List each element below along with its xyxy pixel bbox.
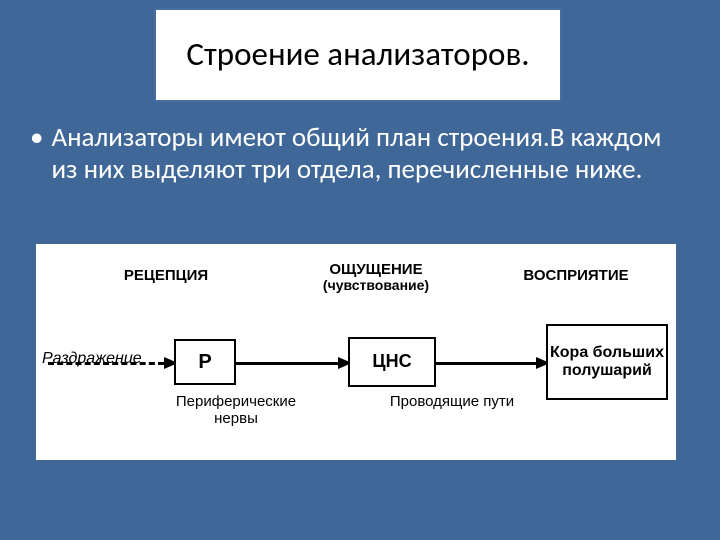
label-peripheral: Периферические нервы [156,394,316,427]
arrow-stimulus [48,362,164,365]
label-sensation-main: ОЩУЩЕНИЕ [329,261,422,278]
bullet-marker: • [30,122,43,187]
label-perception: ВОСПРИЯТИЕ [496,268,656,284]
label-sensation-sub: (чувствование) [323,277,429,293]
arrow-1 [236,362,338,365]
title-box: Строение анализаторов. [154,8,562,102]
diagram-area: РЕЦЕПЦИЯ ОЩУЩЕНИЕ (чувствование) ВОСПРИЯ… [36,244,676,460]
node-cns: ЦНС [348,337,436,387]
slide: Строение анализаторов. • Анализаторы име… [0,0,720,540]
label-conductive: Проводящие пути [372,394,532,411]
bullet-item: • Анализаторы имеют общий план строения.… [30,122,680,187]
arrow-2 [436,362,536,365]
label-stimulus: Раздражение [42,350,142,368]
label-reception: РЕЦЕПЦИЯ [86,268,246,284]
node-cortex: Кора больших полушарий [546,324,668,400]
node-receptor: Р [174,339,236,385]
label-sensation: ОЩУЩЕНИЕ (чувствование) [296,262,456,294]
bullet-text: Анализаторы имеют общий план строения.В … [51,122,680,187]
slide-title: Строение анализаторов. [186,36,529,74]
